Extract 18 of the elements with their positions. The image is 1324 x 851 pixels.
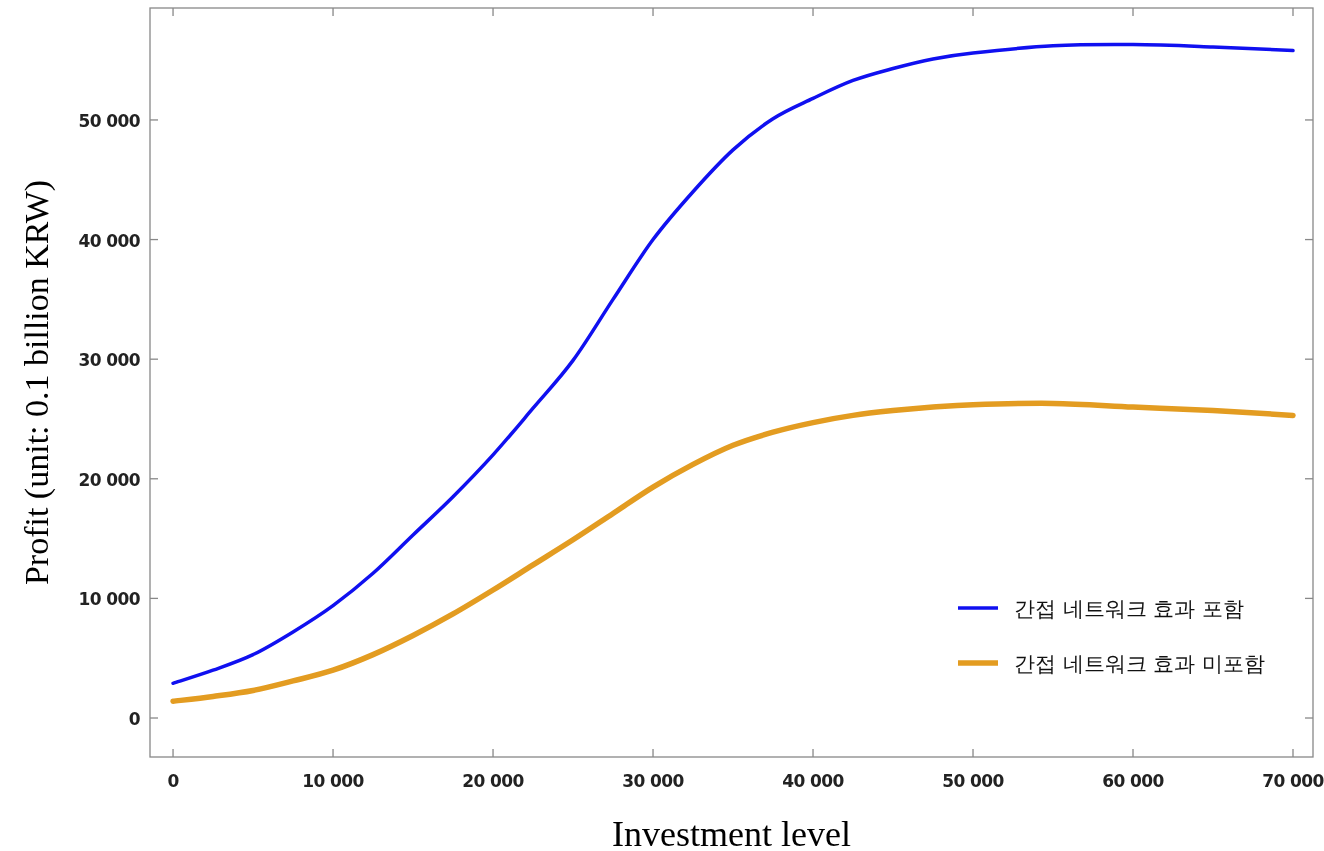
x-axis-title: Investment level xyxy=(612,814,851,851)
y-tick-label: 0 xyxy=(128,709,141,730)
x-tick-label: 0 xyxy=(167,771,180,791)
x-tick-label: 50 000 xyxy=(942,771,1005,791)
legend-label: 간접 네트워크 효과 포함 xyxy=(1014,597,1245,621)
x-tick-label: 70 000 xyxy=(1262,771,1324,791)
y-tick-label: 30 000 xyxy=(78,350,141,371)
y-tick-label: 10 000 xyxy=(78,589,141,610)
x-tick-label: 60 000 xyxy=(1102,771,1165,791)
y-tick-label: 50 000 xyxy=(78,110,141,131)
x-tick-label: 20 000 xyxy=(462,771,525,791)
x-tick-label: 30 000 xyxy=(622,771,685,791)
y-tick-label: 20 000 xyxy=(78,469,141,490)
x-tick-label: 40 000 xyxy=(782,771,845,791)
y-tick-label: 40 000 xyxy=(78,230,141,251)
y-axis-title: Profit (unit: 0.1 billion KRW) xyxy=(18,179,56,586)
legend-label: 간접 네트워크 효과 미포함 xyxy=(1014,652,1266,676)
x-tick-label: 10 000 xyxy=(302,771,365,791)
